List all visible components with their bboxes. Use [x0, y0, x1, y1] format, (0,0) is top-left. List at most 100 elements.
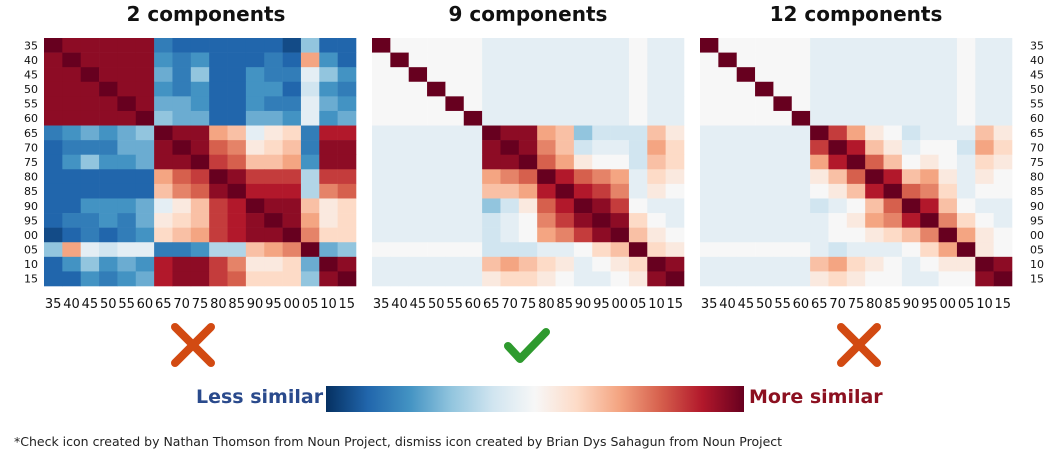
heatmap-cell: [408, 81, 428, 97]
heatmap-cell: [245, 183, 265, 199]
heatmap-cell: [700, 242, 719, 258]
heatmap-cell: [938, 110, 958, 126]
heatmap-cell: [319, 81, 338, 97]
heatmap-cell: [482, 67, 501, 83]
heatmap-cell: [573, 271, 593, 287]
heatmap-cell: [628, 271, 648, 287]
heatmap-cell: [665, 125, 685, 141]
heatmap-cell: [718, 271, 737, 287]
y-tick-label: 95: [24, 214, 38, 227]
heatmap-cell: [665, 271, 685, 287]
heatmap-cell: [300, 96, 320, 112]
heatmap-cell: [117, 52, 137, 68]
heatmap-cell: [282, 169, 302, 185]
y-tick-label: 55: [24, 98, 38, 111]
heatmap-cell: [500, 140, 520, 156]
heatmap-cell: [62, 198, 81, 214]
heatmap-cell: [245, 213, 265, 228]
heatmap-cell: [993, 169, 1013, 185]
heatmap-cell: [445, 213, 465, 228]
heatmap-cell: [883, 81, 903, 97]
heatmap-cell: [319, 52, 338, 68]
heatmap-cell: [665, 183, 685, 199]
heatmap-cell: [227, 67, 247, 83]
y-tick-label: 00: [1030, 229, 1044, 242]
heatmap-cell: [245, 256, 265, 272]
heatmap-cell: [245, 271, 265, 287]
heatmap-cell: [264, 154, 283, 170]
heatmap-cell: [920, 140, 939, 156]
x-tick-label: 35: [373, 297, 390, 312]
heatmap-cell: [901, 256, 921, 272]
heatmap-cell: [337, 52, 357, 68]
heatmap-cell: [736, 154, 756, 170]
heatmap-cell: [154, 67, 173, 83]
heatmap-cell: [372, 183, 391, 199]
heatmap-cell: [865, 140, 884, 156]
heatmap-cell: [537, 52, 556, 68]
heatmap-cell: [209, 169, 228, 185]
heatmap-cell: [975, 96, 994, 112]
heatmap-cell: [408, 198, 428, 214]
heatmap-cell: [555, 169, 575, 185]
heatmap-cell: [956, 81, 976, 97]
y-tick-label: 50: [1030, 83, 1044, 96]
heatmap-cell: [975, 154, 994, 170]
y-tick-label: 35: [24, 39, 38, 52]
heatmap-cell: [99, 125, 118, 141]
heatmap-cell: [718, 227, 737, 243]
x-tick-label: 60: [137, 297, 154, 312]
heatmap-cell: [209, 227, 228, 243]
heatmap-cell: [282, 271, 302, 287]
heatmap-cell: [810, 52, 829, 68]
heatmap-cell: [300, 183, 320, 199]
x-tick-label: 10: [648, 297, 665, 312]
heatmap-cell: [975, 183, 994, 199]
heatmap-cell: [975, 81, 994, 97]
heatmap-cell: [592, 81, 611, 97]
heatmap-cell: [500, 242, 520, 258]
y-tick-label: 10: [1030, 258, 1044, 271]
y-tick-label: 70: [24, 141, 38, 154]
x-tick-label: 35: [701, 297, 718, 312]
heatmap-cell: [99, 213, 118, 228]
heatmap-cell: [209, 67, 228, 83]
y-tick-label: 75: [24, 156, 38, 169]
heatmap-cell: [791, 198, 811, 214]
heatmap-cell: [592, 140, 611, 156]
heatmap-cell: [718, 213, 737, 228]
heatmap-cell: [463, 242, 483, 258]
heatmap-cell: [975, 198, 994, 214]
x-tick-label: 70: [173, 297, 190, 312]
heatmap-cell: [736, 271, 756, 287]
heatmap-cell: [628, 242, 648, 258]
heatmap-cell: [938, 125, 958, 141]
heatmap-cell: [390, 110, 409, 126]
y-tick-label: 15: [1030, 273, 1044, 286]
heatmap-cell: [500, 52, 520, 68]
heatmap-cell: [282, 38, 302, 53]
heatmap-cell: [99, 81, 118, 97]
heatmap-cell: [80, 81, 100, 97]
y-tick-label: 00: [24, 229, 38, 242]
heatmap-cell: [628, 96, 648, 112]
heatmap-cell: [99, 183, 118, 199]
heatmap-cell: [172, 242, 192, 258]
heatmap-cell: [135, 52, 155, 68]
heatmap-cell: [390, 96, 409, 112]
legend-more-similar: More similar: [749, 386, 883, 408]
heatmap-cell: [537, 213, 556, 228]
heatmap-cell: [135, 242, 155, 258]
heatmap-cell: [482, 242, 501, 258]
heatmap-cell: [993, 110, 1013, 126]
heatmap-cell: [846, 227, 866, 243]
heatmap-cell: [282, 256, 302, 272]
heatmap-cell: [99, 242, 118, 258]
heatmap-cell: [337, 110, 357, 126]
heatmap-cell: [537, 67, 556, 83]
heatmap-cell: [44, 140, 63, 156]
heatmap-cell: [154, 213, 173, 228]
heatmap-cell: [390, 271, 409, 287]
heatmap-cell: [901, 154, 921, 170]
heatmap-cell: [154, 140, 173, 156]
